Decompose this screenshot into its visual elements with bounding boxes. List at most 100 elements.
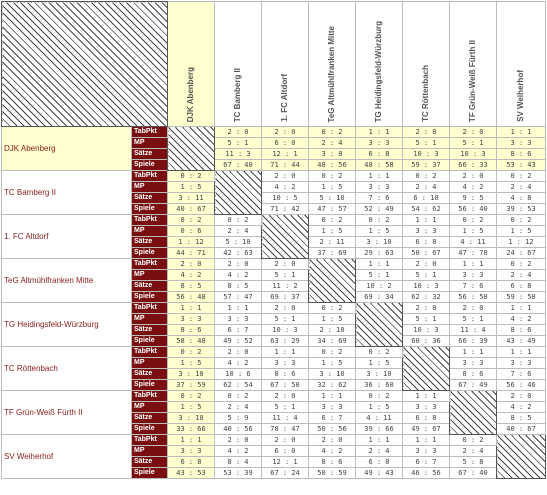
result-cell: 4 : 2 xyxy=(214,357,262,369)
result-cell: 4 : 8 xyxy=(496,192,546,204)
result-cell: 69 : 37 xyxy=(261,291,309,303)
column-team-name: TG Heidingsfeld-Würzburg xyxy=(374,20,383,122)
result-cell: 2 : 0 xyxy=(214,126,262,138)
row-metric-label: MP xyxy=(131,137,168,149)
result-cell: 2 : 0 xyxy=(449,302,497,314)
result-cell: 8 : 5 xyxy=(496,412,546,424)
result-cell: 49 : 43 xyxy=(355,467,403,479)
row-metric-label: MP xyxy=(131,445,168,457)
result-cell: 0 : 2 xyxy=(308,214,356,226)
result-cell: 2 : 0 xyxy=(449,126,497,138)
result-cell: 49 : 52 xyxy=(214,335,262,347)
header-row: DJK Abenberg TC Bamberg II 1. FC Altdorf Te… xyxy=(1,1,546,127)
result-cell: 39 : 66 xyxy=(355,423,403,435)
result-cell: 56 : 48 xyxy=(167,291,215,303)
row-metric-label: Spiele xyxy=(131,203,168,215)
result-cell: 6 : 7 xyxy=(214,324,262,336)
result-cell: 2 : 0 xyxy=(214,346,262,358)
row-metric-label: MP xyxy=(131,269,168,281)
result-cell: 0 : 2 xyxy=(308,302,356,314)
result-cell: 3 : 3 xyxy=(214,313,262,325)
result-cell: 1 : 1 xyxy=(449,346,497,358)
result-cell: 3 : 3 xyxy=(167,445,215,457)
result-cell: 43 : 53 xyxy=(167,467,215,479)
result-cell: 2 : 0 xyxy=(308,434,356,446)
result-cell: 2 : 0 xyxy=(449,170,497,182)
result-cell: 11 : 3 xyxy=(214,148,262,160)
result-cell: 10 : 3 xyxy=(402,148,450,160)
result-cell: 71 : 42 xyxy=(261,203,309,215)
result-cell: 8 : 6 xyxy=(449,368,497,380)
row-metric-label: Spiele xyxy=(131,423,168,435)
result-cell: 48 : 58 xyxy=(355,159,403,171)
result-cell: 3 : 10 xyxy=(355,368,403,380)
result-cell: 2 : 0 xyxy=(261,126,309,138)
column-header-team: SV Weiherhof xyxy=(496,1,546,127)
result-cell: 67 : 50 xyxy=(261,379,309,391)
result-cell: 7 : 6 xyxy=(496,368,546,380)
self-match-hatch xyxy=(308,258,356,303)
result-cell: 3 : 10 xyxy=(308,368,356,380)
result-cell: 2 : 0 xyxy=(214,434,262,446)
column-header-team: TC Bamberg II xyxy=(214,1,262,127)
result-cell: 56 : 46 xyxy=(496,379,546,391)
result-cell: 1 : 5 xyxy=(355,357,403,369)
row-team-name: TC Bamberg II xyxy=(1,170,132,215)
result-cell: 50 : 59 xyxy=(308,467,356,479)
result-cell: 3 : 8 xyxy=(308,148,356,160)
result-cell: 54 : 62 xyxy=(402,203,450,215)
result-cell: 47 : 57 xyxy=(308,203,356,215)
result-cell: 1 : 5 xyxy=(308,181,356,193)
result-cell: 0 : 2 xyxy=(449,434,497,446)
row-metric-label: TabPkt xyxy=(131,126,168,138)
result-cell: 1 : 12 xyxy=(496,236,546,248)
result-cell: 2 : 4 xyxy=(214,225,262,237)
result-cell: 1 : 1 xyxy=(355,434,403,446)
result-cell: 5 : 1 xyxy=(214,137,262,149)
row-metric-label: Spiele xyxy=(131,247,168,259)
self-match-hatch xyxy=(261,214,309,259)
result-cell: 47 : 70 xyxy=(449,247,497,259)
result-cell: 0 : 2 xyxy=(496,170,546,182)
result-cell: 1 : 5 xyxy=(496,225,546,237)
result-cell: 5 : 1 xyxy=(355,269,403,281)
row-metric-label: Sätze xyxy=(131,192,168,204)
result-cell: 48 : 56 xyxy=(308,159,356,171)
result-cell: 62 : 32 xyxy=(402,291,450,303)
result-cell: 0 : 6 xyxy=(167,225,215,237)
row-metric-label: Spiele xyxy=(131,159,168,171)
result-cell: 42 : 63 xyxy=(214,247,262,259)
result-cell: 1 : 12 xyxy=(167,236,215,248)
result-cell: 2 : 0 xyxy=(402,258,450,270)
result-cell: 2 : 0 xyxy=(261,390,309,402)
result-cell: 0 : 2 xyxy=(308,346,356,358)
result-cell: 1 : 1 xyxy=(355,170,403,182)
table-row: Spiele 58 : 48 49 : 52 63 : 29 34 : 69 60 : 3… xyxy=(2,335,546,347)
row-team-name: DJK Abenberg xyxy=(1,126,132,171)
result-cell: 1 : 1 xyxy=(496,302,546,314)
result-cell: 0 : 2 xyxy=(355,390,403,402)
result-cell: 8 : 4 xyxy=(214,456,262,468)
result-cell: 10 : 6 xyxy=(214,368,262,380)
result-cell: 1 : 1 xyxy=(402,434,450,446)
result-cell: 1 : 5 xyxy=(308,357,356,369)
result-cell: 1 : 1 xyxy=(261,346,309,358)
result-cell: 56 : 50 xyxy=(449,291,497,303)
result-cell: 0 : 2 xyxy=(308,126,356,138)
result-cell: 0 : 2 xyxy=(214,214,262,226)
result-cell: 8 : 6 xyxy=(496,324,546,336)
row-metric-label: TabPkt xyxy=(131,214,168,226)
result-cell: 5 : 1 xyxy=(261,401,309,413)
result-cell: 3 : 3 xyxy=(355,137,403,149)
result-cell: 11 : 4 xyxy=(261,412,309,424)
row-metric-label: TabPkt xyxy=(131,258,168,270)
result-cell: 6 : 8 xyxy=(496,280,546,292)
